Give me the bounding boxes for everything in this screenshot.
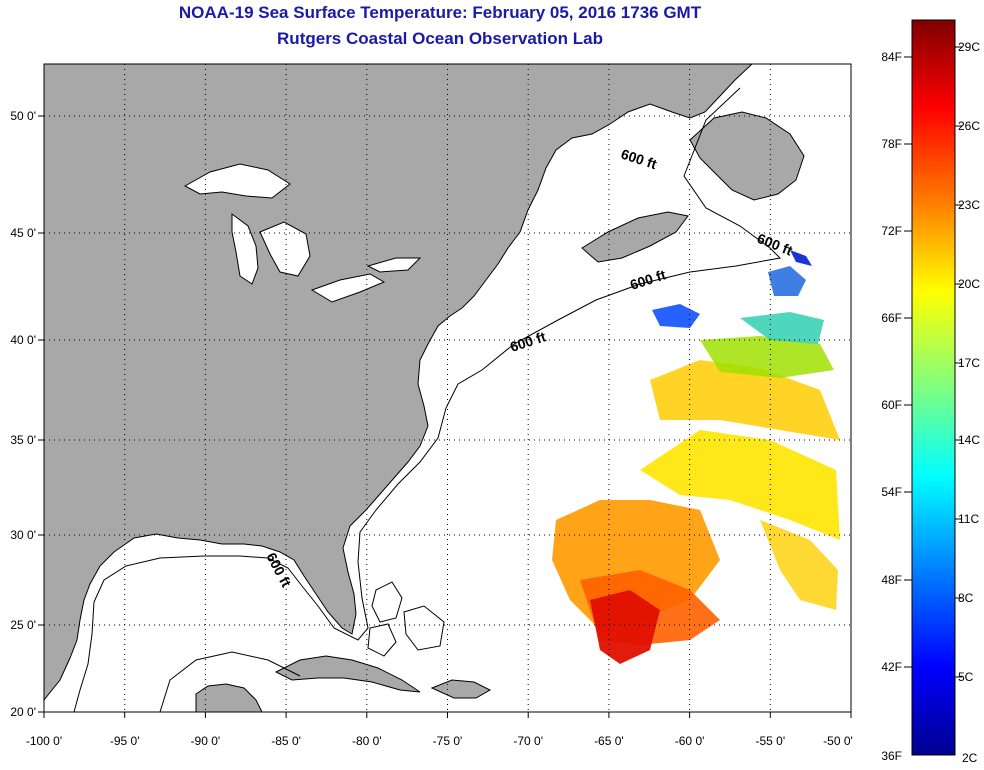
colorbar — [911, 19, 956, 756]
colorbar-c-label: 14C — [958, 433, 980, 447]
newfoundland-land — [689, 111, 805, 201]
colorbar-f-label: 72F — [881, 224, 902, 238]
lon-tick-label: -85 0' — [271, 734, 301, 748]
lon-tick-label: -95 0' — [110, 734, 140, 748]
lat-tick-label: 50 0' — [10, 109, 36, 123]
colorbar-c-label: 2C — [962, 751, 978, 765]
sst-data-swath — [552, 250, 840, 664]
colorbar-f-label: 48F — [881, 573, 902, 587]
lon-tick-label: -80 0' — [352, 734, 382, 748]
lon-tick-label: -90 0' — [191, 734, 221, 748]
lon-tick-label: -65 0' — [594, 734, 624, 748]
lat-tick-label: 45 0' — [10, 226, 36, 240]
colorbar-f-label: 36F — [881, 749, 902, 763]
lon-tick-label: -75 0' — [433, 734, 463, 748]
lat-tick-label: 25 0' — [10, 618, 36, 632]
map-title: NOAA-19 Sea Surface Temperature: Februar… — [178, 3, 702, 22]
lon-tick-label: -55 0' — [755, 734, 785, 748]
lat-lon-grid — [44, 64, 851, 712]
colorbar-c-label: 23C — [958, 198, 980, 212]
contour-600ft-gulf-south — [159, 651, 301, 712]
great-lakes — [183, 163, 422, 303]
lon-tick-label: -100 0' — [26, 734, 62, 748]
cuba-land — [274, 655, 421, 693]
colorbar-c-label: 20C — [958, 277, 980, 291]
lon-tick-label: -50 0' — [823, 734, 853, 748]
colorbar-f-label: 42F — [881, 660, 902, 674]
hispaniola-land — [430, 679, 492, 699]
lat-tick-label: 20 0' — [10, 705, 36, 719]
lat-tick-label: 40 0' — [10, 333, 36, 347]
axis-ticks — [38, 115, 852, 718]
colorbar-f-label: 78F — [881, 137, 902, 151]
colorbar-ticks — [904, 46, 962, 678]
colorbar-f-label: 60F — [881, 398, 902, 412]
colorbar-f-label: 54F — [881, 485, 902, 499]
lon-tick-label: -60 0' — [675, 734, 705, 748]
lat-tick-label: 30 0' — [10, 528, 36, 542]
contour-600ft — [73, 87, 782, 712]
colorbar-c-label: 5C — [958, 670, 974, 684]
colorbar-c-label: 26C — [958, 119, 980, 133]
colorbar-c-label: 8C — [958, 591, 974, 605]
map-subtitle: Rutgers Coastal Ocean Observation Lab — [277, 29, 603, 48]
colorbar-c-label: 29C — [958, 40, 980, 54]
lat-tick-label: 35 0' — [10, 433, 36, 447]
colorbar-c-label: 11C — [958, 512, 979, 526]
colorbar-c-label: 17C — [958, 356, 980, 370]
colorbar-f-label: 84F — [881, 50, 902, 64]
lon-tick-label: -70 0' — [513, 734, 543, 748]
north-america-land — [44, 64, 753, 701]
yucatan-land — [195, 683, 263, 712]
colorbar-f-label: 66F — [881, 311, 902, 325]
